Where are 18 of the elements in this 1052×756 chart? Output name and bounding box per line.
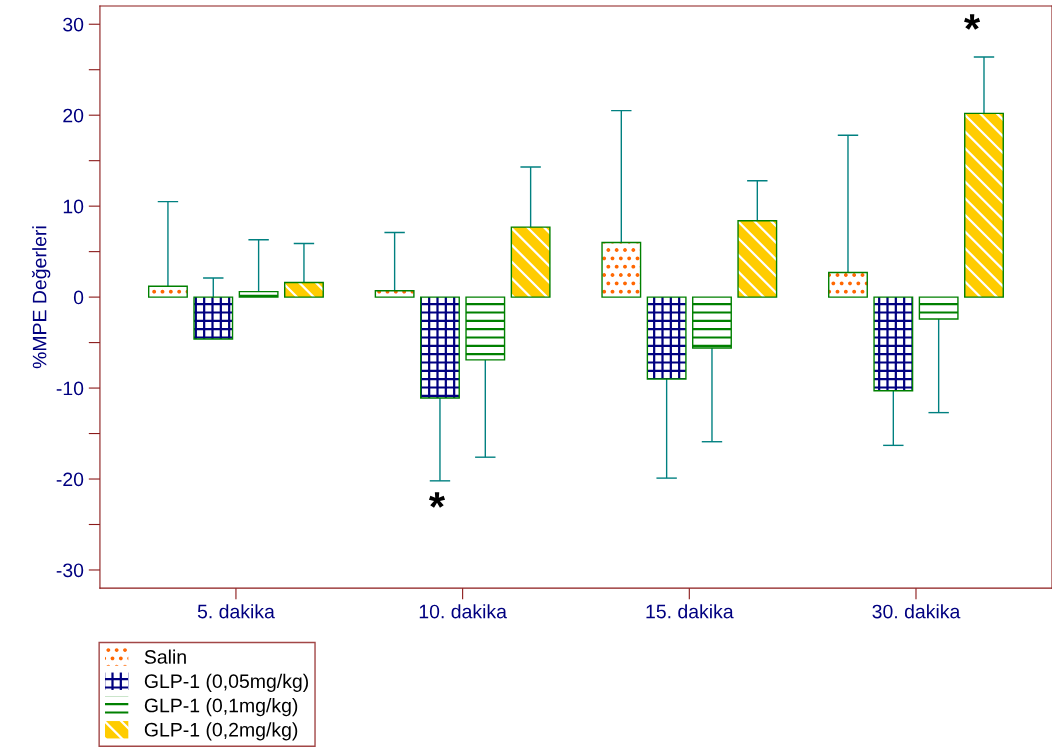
y-tick-label: -30 xyxy=(56,563,84,578)
y-tick-label: 0 xyxy=(73,290,84,305)
y-axis-title: %MPE Değerleri xyxy=(31,226,51,369)
legend-label: GLP-1 (0,2mg/kg) xyxy=(144,722,298,741)
x-tick-label: 5. dakika xyxy=(197,604,275,619)
x-tick-label: 15. dakika xyxy=(646,604,734,619)
y-tick-label: 20 xyxy=(63,108,84,123)
annotation: * xyxy=(428,492,446,508)
y-tick-label: 10 xyxy=(63,199,84,214)
legend-label: GLP-1 (0,1mg/kg) xyxy=(144,698,298,717)
y-tick-label: -10 xyxy=(56,381,84,396)
legend-label: GLP-1 (0,05mg/kg) xyxy=(144,673,308,692)
annotation: * xyxy=(964,14,981,30)
y-tick-label: 30 xyxy=(63,17,84,32)
legend-label: Salin xyxy=(144,649,186,664)
y-tick-label: -20 xyxy=(56,472,84,487)
x-tick-label: 10. dakika xyxy=(419,604,507,619)
x-tick-label: 30. dakika xyxy=(872,604,961,619)
